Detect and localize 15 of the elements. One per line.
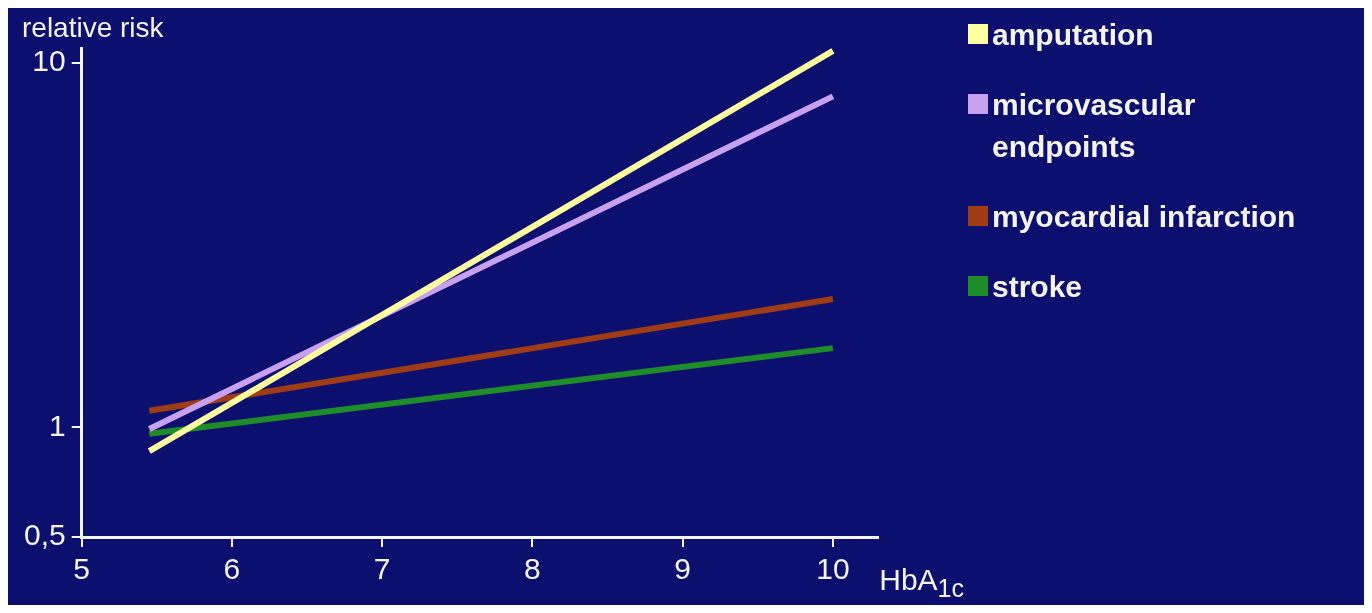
y-tick-label: 1 [49, 408, 66, 442]
x-tick-label: 6 [223, 552, 241, 586]
x-tick-label: 9 [674, 552, 692, 586]
x-tick-label: 5 [73, 552, 91, 586]
legend-label: myocardial infarction [992, 199, 1297, 235]
y-tick-label: 10 [32, 44, 66, 78]
legend-label: microvascular endpoints [992, 87, 1197, 165]
legend-label: stroke [992, 269, 1084, 305]
x-tick-label: 8 [524, 552, 541, 586]
y-axis-title: relative risk [22, 12, 164, 44]
legend-label: amputation [992, 17, 1155, 53]
x-axis-title: HbA$_{1c}$ [879, 563, 964, 603]
x-tick-label: 7 [373, 552, 391, 586]
x-tick-label: 10 [816, 552, 850, 586]
y-tick-label: 0,5 [23, 518, 66, 552]
